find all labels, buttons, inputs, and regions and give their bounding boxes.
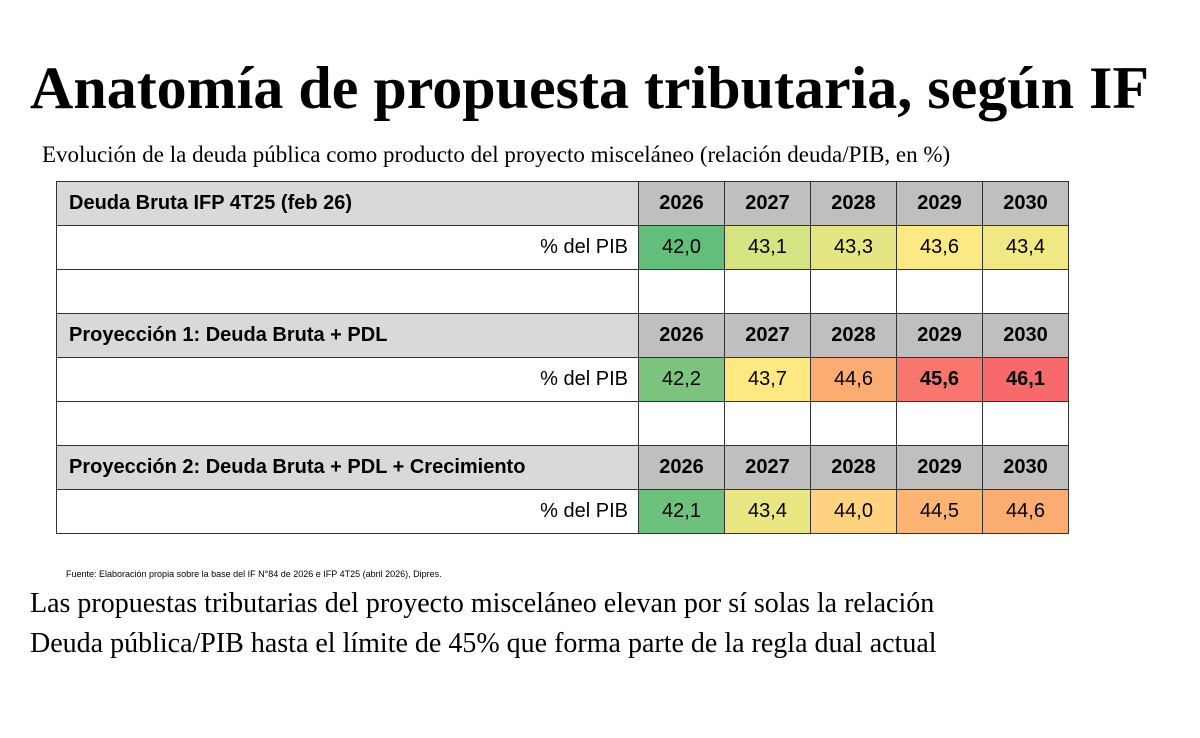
section-header-label: Deuda Bruta IFP 4T25 (feb 26) <box>56 181 639 226</box>
value-cell-2029: 44,5 <box>896 489 983 534</box>
table-subtitle: Evolución de la deuda pública como produ… <box>42 142 951 167</box>
section-header-row: Proyección 2: Deuda Bruta + PDL + Crecim… <box>56 445 1069 490</box>
value-cell-2030: 46,1 <box>982 357 1069 402</box>
year-header-2026: 2026 <box>638 181 725 226</box>
blank-cell <box>982 401 1069 446</box>
value-row: % del PIB 42,0 43,1 43,3 43,6 43,4 <box>56 225 1069 270</box>
row-label-pib: % del PIB <box>56 489 639 534</box>
blank-cell <box>982 269 1069 314</box>
year-header-2030: 2030 <box>982 445 1069 490</box>
value-cell-2029: 45,6 <box>896 357 983 402</box>
section-header-row: Proyección 1: Deuda Bruta + PDL 2026 2027 2… <box>56 313 1069 358</box>
value-cell-2026: 42,2 <box>638 357 725 402</box>
row-label-pib: % del PIB <box>56 357 639 402</box>
value-cell-2029: 43,6 <box>896 225 983 270</box>
blank-cell <box>724 269 811 314</box>
row-label-pib: % del PIB <box>56 225 639 270</box>
blank-cell <box>56 269 639 314</box>
year-header-2029: 2029 <box>896 445 983 490</box>
blank-row <box>56 401 1069 446</box>
blank-cell <box>896 401 983 446</box>
year-header-2027: 2027 <box>724 445 811 490</box>
section-header-label: Proyección 1: Deuda Bruta + PDL <box>56 313 639 358</box>
value-cell-2026: 42,0 <box>638 225 725 270</box>
blank-cell <box>896 269 983 314</box>
section-header-row: Deuda Bruta IFP 4T25 (feb 26) 2026 2027 202… <box>56 181 1069 226</box>
conclusion-line-1: Las propuestas tributarias del proyecto … <box>30 588 935 619</box>
year-header-2028: 2028 <box>810 313 897 358</box>
value-cell-2027: 43,1 <box>724 225 811 270</box>
year-header-2030: 2030 <box>982 181 1069 226</box>
value-cell-2026: 42,1 <box>638 489 725 534</box>
value-cell-2028: 44,6 <box>810 357 897 402</box>
year-header-2027: 2027 <box>724 181 811 226</box>
source-note: Fuente: Elaboración propia sobre la base… <box>66 569 442 579</box>
blank-cell <box>810 401 897 446</box>
conclusion-text: Las propuestas tributarias del proyecto … <box>30 584 937 664</box>
blank-cell <box>724 401 811 446</box>
value-cell-2028: 44,0 <box>810 489 897 534</box>
year-header-2029: 2029 <box>896 313 983 358</box>
blank-cell <box>810 269 897 314</box>
blank-cell <box>56 401 639 446</box>
value-cell-2027: 43,4 <box>724 489 811 534</box>
conclusion-line-2: Deuda pública/PIB hasta el límite de 45%… <box>30 628 937 659</box>
year-header-2027: 2027 <box>724 313 811 358</box>
value-row: % del PIB 42,2 43,7 44,6 45,6 46,1 <box>56 357 1069 402</box>
year-header-2030: 2030 <box>982 313 1069 358</box>
value-cell-2030: 43,4 <box>982 225 1069 270</box>
year-header-2026: 2026 <box>638 313 725 358</box>
year-header-2028: 2028 <box>810 181 897 226</box>
year-header-2029: 2029 <box>896 181 983 226</box>
value-row: % del PIB 42,1 43,4 44,0 44,5 44,6 <box>56 489 1069 534</box>
year-header-2028: 2028 <box>810 445 897 490</box>
page-title: Anatomía de propuesta tributaria, según … <box>30 55 1149 121</box>
value-cell-2028: 43,3 <box>810 225 897 270</box>
blank-cell <box>638 269 725 314</box>
section-header-label: Proyección 2: Deuda Bruta + PDL + Crecim… <box>56 445 639 490</box>
value-cell-2027: 43,7 <box>724 357 811 402</box>
blank-row <box>56 269 1069 314</box>
debt-table: Deuda Bruta IFP 4T25 (feb 26) 2026 2027 202… <box>56 181 1069 534</box>
year-header-2026: 2026 <box>638 445 725 490</box>
blank-cell <box>638 401 725 446</box>
value-cell-2030: 44,6 <box>982 489 1069 534</box>
